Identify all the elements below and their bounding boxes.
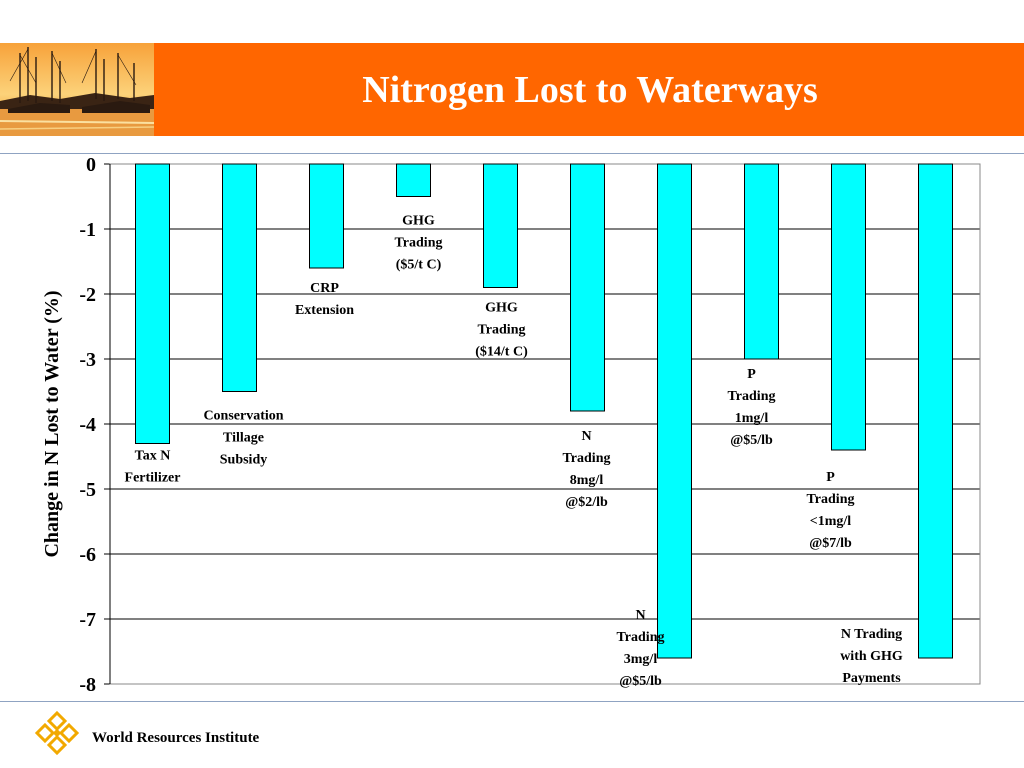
data-label: GHG Trading ($14/t C) <box>475 301 528 360</box>
data-label: N Trading with GHG Payments <box>840 627 903 686</box>
data-label: N Trading 3mg/l @$5/lb <box>617 608 665 689</box>
bar <box>918 163 953 659</box>
bar <box>744 163 779 360</box>
y-tick-label: -4 <box>79 414 96 436</box>
y-axis-label: Change in N Lost to Water (%) <box>41 290 63 557</box>
harbor-sunset-photo <box>0 43 154 136</box>
bar <box>831 163 866 451</box>
wri-logo-icon <box>34 710 80 756</box>
y-tick-label: 0 <box>86 154 96 176</box>
bar <box>483 163 518 288</box>
data-label: Tax N Fertilizer <box>125 449 181 486</box>
slide-title: Nitrogen Lost to Waterways <box>362 68 818 111</box>
bottom-divider <box>0 701 1024 702</box>
y-tick-label: -1 <box>79 219 96 241</box>
bar <box>396 163 431 197</box>
title-banner: Nitrogen Lost to Waterways <box>0 43 1024 136</box>
footer-organization: World Resources Institute <box>92 730 260 746</box>
bar <box>309 163 344 269</box>
y-tick-label: -2 <box>79 284 96 306</box>
bar-chart: 0 -1 -2 -3 -4 -5 -6 -7 -8 Change in N Lost to Wat… <box>41 154 981 696</box>
data-label: P Trading <1mg/l @$7/lb <box>807 470 855 551</box>
y-tick-label: -3 <box>79 349 96 371</box>
data-label: P Trading 1mg/l @$5/lb <box>728 367 776 448</box>
bar <box>135 163 170 444</box>
data-label: Conservation Tillage Subsidy <box>203 409 283 468</box>
data-label: GHG Trading ($5/t C) <box>395 214 443 273</box>
bar <box>570 163 605 412</box>
data-label: N Trading 8mg/l @$2/lb <box>563 429 611 510</box>
data-label: CRP Extension <box>295 281 354 318</box>
y-tick-label: -8 <box>79 674 96 696</box>
bar <box>657 163 692 659</box>
top-divider <box>0 153 1024 154</box>
y-tick-label: -7 <box>79 609 96 631</box>
y-tick-label: -6 <box>79 544 96 566</box>
bar <box>222 163 257 392</box>
y-tick-label: -5 <box>79 479 96 501</box>
